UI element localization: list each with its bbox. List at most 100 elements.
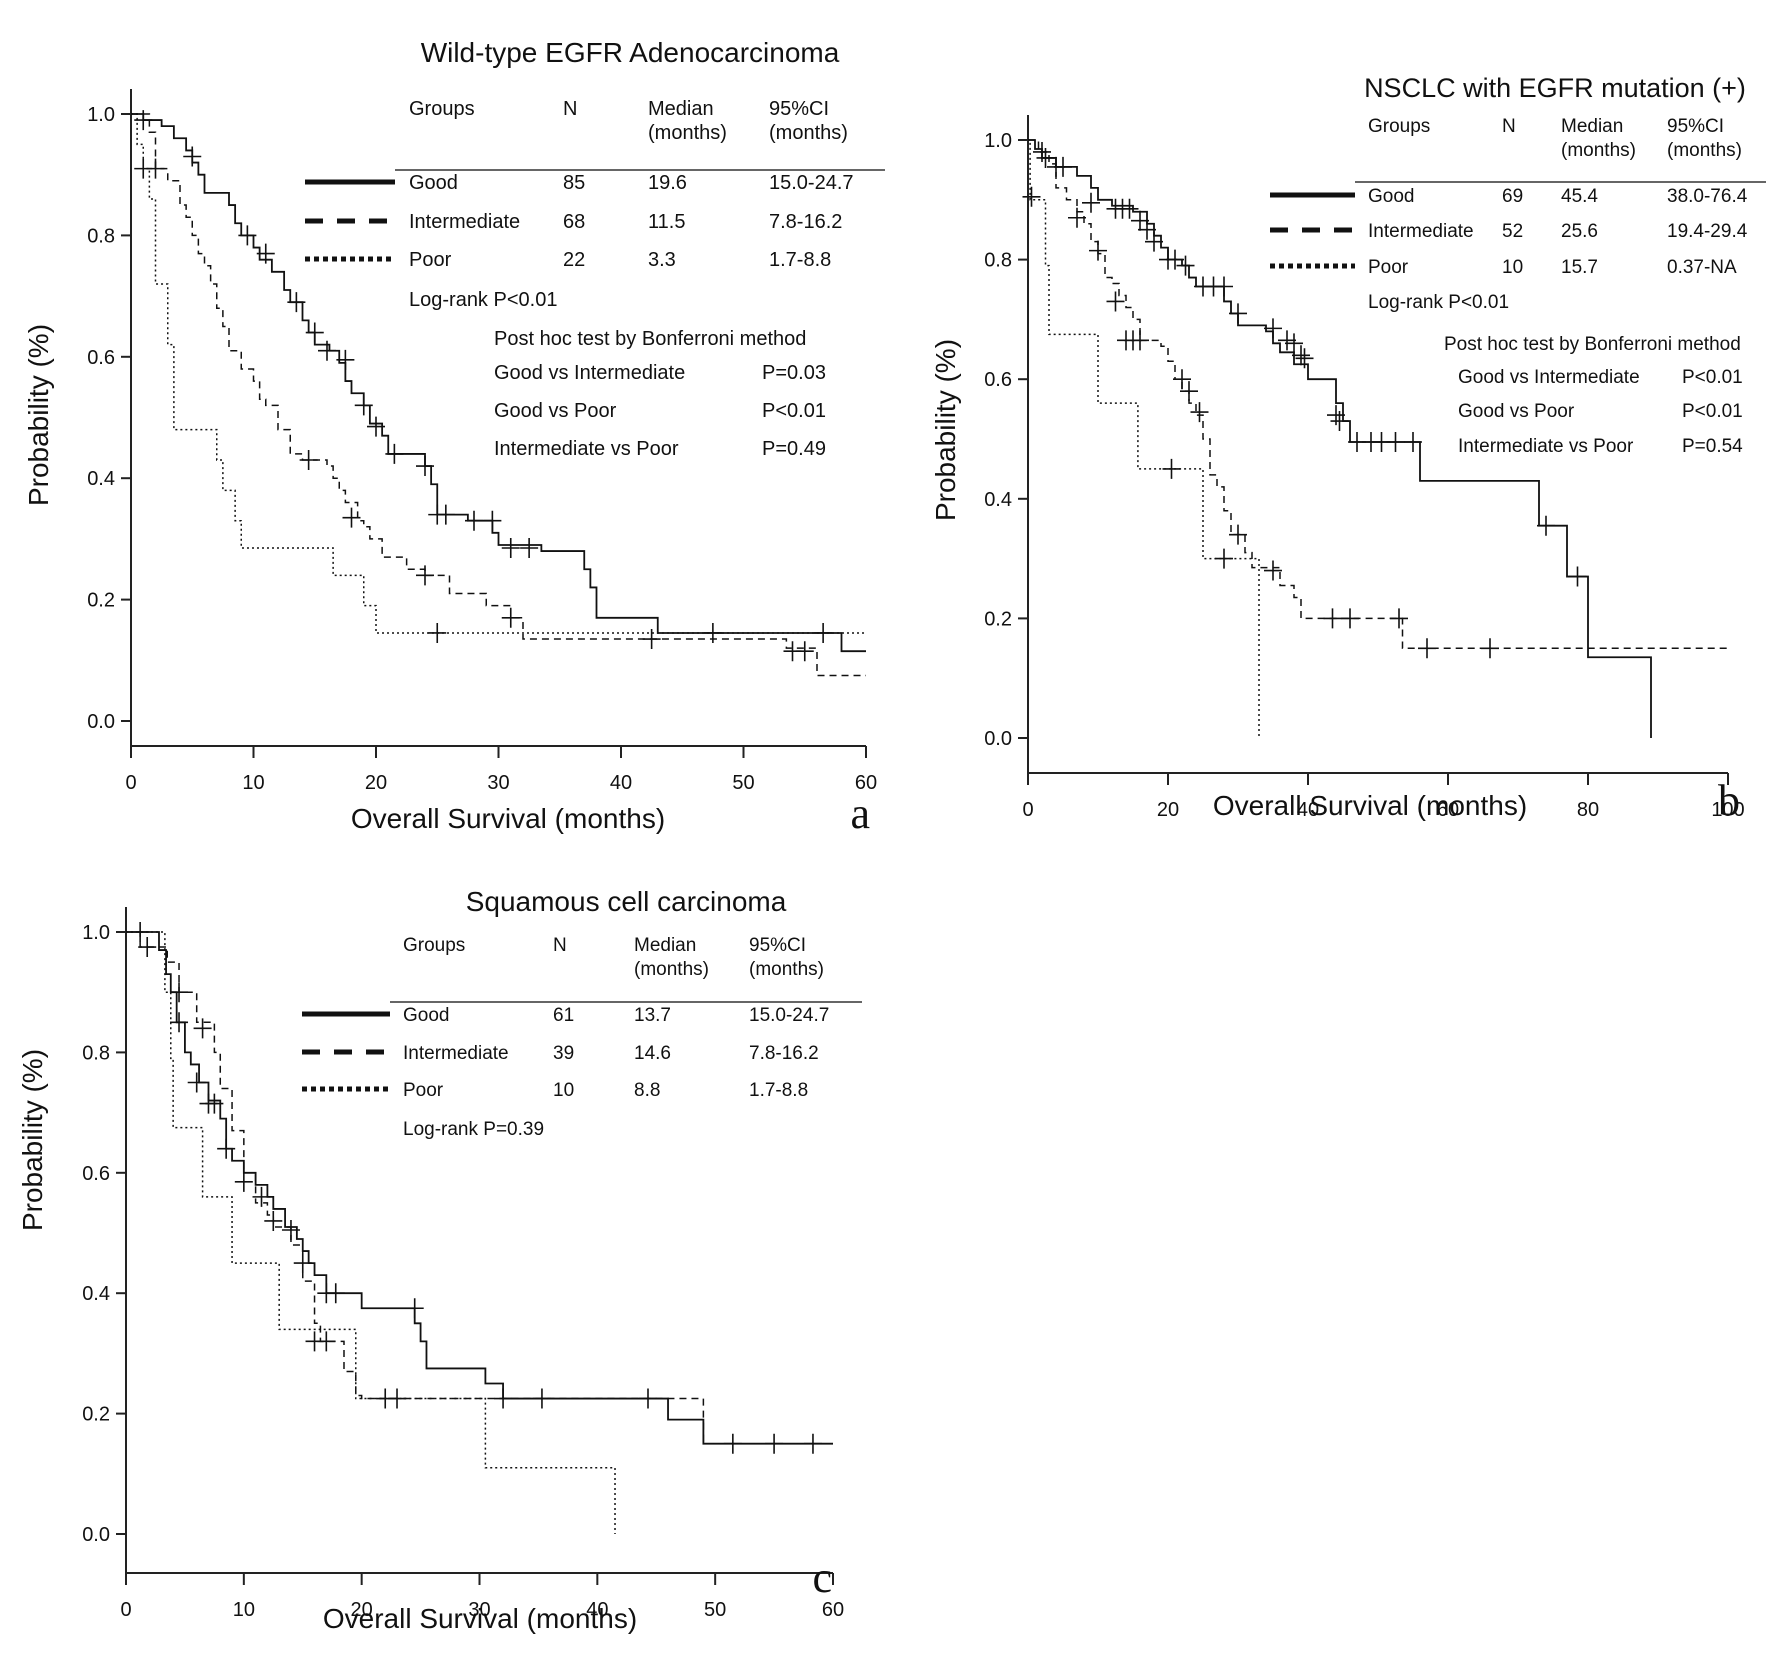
table-header: Groups [409,98,475,120]
censor-mark [287,292,306,313]
censor-mark [1341,608,1359,629]
y-tick-label: 0.0 [984,728,1012,750]
censor-mark [1089,240,1107,261]
censor-mark [1390,608,1408,629]
table-cell-group: Poor [409,249,452,271]
censor-mark [405,1298,424,1319]
censor-mark [317,1331,336,1352]
y-tick-label: 0.4 [87,468,115,490]
censor-mark [183,146,202,167]
table-cell-group: Good [403,1005,449,1026]
km-panel-a: Wild-type EGFR Adenocarcinoma 0.0 0.2 0.4 0.… [23,37,885,838]
censor-mark [256,243,275,264]
censor-mark [1082,192,1100,213]
posthoc-p-value: P<0.01 [1682,401,1743,422]
x-tick-label: 20 [351,1599,373,1621]
x-tick-label: 20 [1157,799,1179,821]
censor-mark [483,510,502,531]
table-header: Median [634,935,696,956]
table-cell-n: 10 [553,1080,574,1101]
censor-mark [1386,431,1405,452]
censor-mark [436,504,455,525]
censor-mark [1173,369,1191,390]
table-cell-median: 15.7 [1561,257,1598,278]
y-tick-label: 0.4 [82,1283,110,1305]
x-tick-label: 60 [1437,799,1459,821]
posthoc-comparison: Good vs Intermediate [494,362,685,384]
logrank-text: Log-rank P<0.01 [1368,292,1509,313]
y-tick-label: 0.2 [82,1404,110,1426]
survival-step-line [131,113,866,677]
table-header: 95%CI [749,935,806,956]
y-tick-label: 0.6 [984,369,1012,391]
km-panel-c: Squamous cell carcinoma 0.0 0.2 0.4 0.6 0.8 1.… [17,886,862,1634]
chart-title: Squamous cell carcinoma [466,886,787,917]
posthoc-comparison: Good vs Poor [494,400,617,422]
censor-mark [385,443,404,464]
table-cell-median: 25.6 [1561,221,1598,242]
km-curve-good [126,922,833,1454]
censor-mark [354,395,373,416]
censor-mark [1166,249,1184,270]
x-axis-label: Overall Survival (months) [323,1603,637,1634]
censor-mark [501,538,520,559]
censor-mark [1229,524,1247,545]
table-cell-ci: 1.7-8.8 [749,1080,808,1101]
censor-mark [299,449,318,470]
censor-mark [1145,231,1163,252]
censor-mark [1054,156,1072,177]
posthoc-title: Post hoc test by Bonferroni method [1444,334,1741,355]
censor-mark [170,982,189,1003]
table-header: Groups [1368,116,1430,137]
censor-mark [1120,198,1139,219]
x-axis-label: Overall Survival (months) [351,803,665,834]
censor-mark [1278,330,1296,351]
table-cell-ci: 15.0-24.7 [769,172,854,194]
censor-mark [1106,291,1125,312]
y-tick-label: 0.8 [82,1042,110,1064]
survival-step-line [1028,139,1728,650]
censor-mark [367,416,385,437]
censor-mark [318,340,336,361]
x-tick-label: 0 [1022,799,1033,821]
posthoc-title: Post hoc test by Bonferroni method [494,328,806,350]
x-tick-label: 60 [855,772,877,794]
table-cell-ci: 19.4-29.4 [1667,221,1748,242]
censor-mark [170,1012,189,1033]
x-tick-label: 10 [233,1599,255,1621]
table-cell-n: 69 [1502,186,1523,207]
censor-mark [465,510,483,531]
table-cell-group: Poor [403,1080,444,1101]
censor-mark [1264,318,1282,339]
table-header: 95%CI [769,98,829,120]
logrank-text: Log-rank P=0.39 [403,1119,544,1140]
censor-mark [193,1018,212,1039]
x-tick-label: 40 [1297,799,1319,821]
table-cell-ci: 0.37-NA [1667,257,1737,278]
x-tick-label: 50 [732,772,754,794]
km-curve-good [131,110,866,653]
censor-mark [1131,210,1149,231]
table-cell-ci: 7.8-16.2 [769,211,842,233]
censor-mark [416,565,434,586]
km-curve-good [1028,139,1652,738]
table-header: Median [1561,116,1623,137]
y-axis-label: Probability (%) [930,339,961,521]
y-tick-label: 0.4 [984,489,1012,511]
censor-mark [1215,276,1233,297]
censor-mark [205,1093,224,1114]
y-tick-label: 0.2 [87,590,115,612]
table-cell-median: 8.8 [634,1080,660,1101]
y-tick-label: 1.0 [984,130,1012,152]
table-cell-n: 68 [563,211,585,233]
x-tick-label: 0 [125,772,136,794]
table-cell-ci: 15.0-24.7 [749,1005,829,1026]
table-cell-n: 22 [563,249,585,271]
x-tick-label: 100 [1711,799,1744,821]
km-curve-intermediate [1028,139,1728,659]
y-tick-label: 0.8 [87,225,115,247]
x-axis-label: Overall Survival (months) [1213,790,1527,821]
posthoc-comparison: Intermediate vs Poor [1458,436,1634,457]
table-cell-median: 45.4 [1561,186,1598,207]
